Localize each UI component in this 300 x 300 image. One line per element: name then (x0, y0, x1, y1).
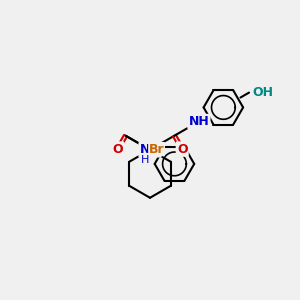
Text: OH: OH (252, 86, 273, 99)
Text: NH: NH (140, 143, 160, 156)
Text: O: O (112, 142, 123, 156)
Text: Br: Br (149, 142, 164, 156)
Text: H: H (141, 155, 150, 165)
Text: O: O (177, 142, 188, 156)
Text: NH: NH (188, 115, 209, 128)
